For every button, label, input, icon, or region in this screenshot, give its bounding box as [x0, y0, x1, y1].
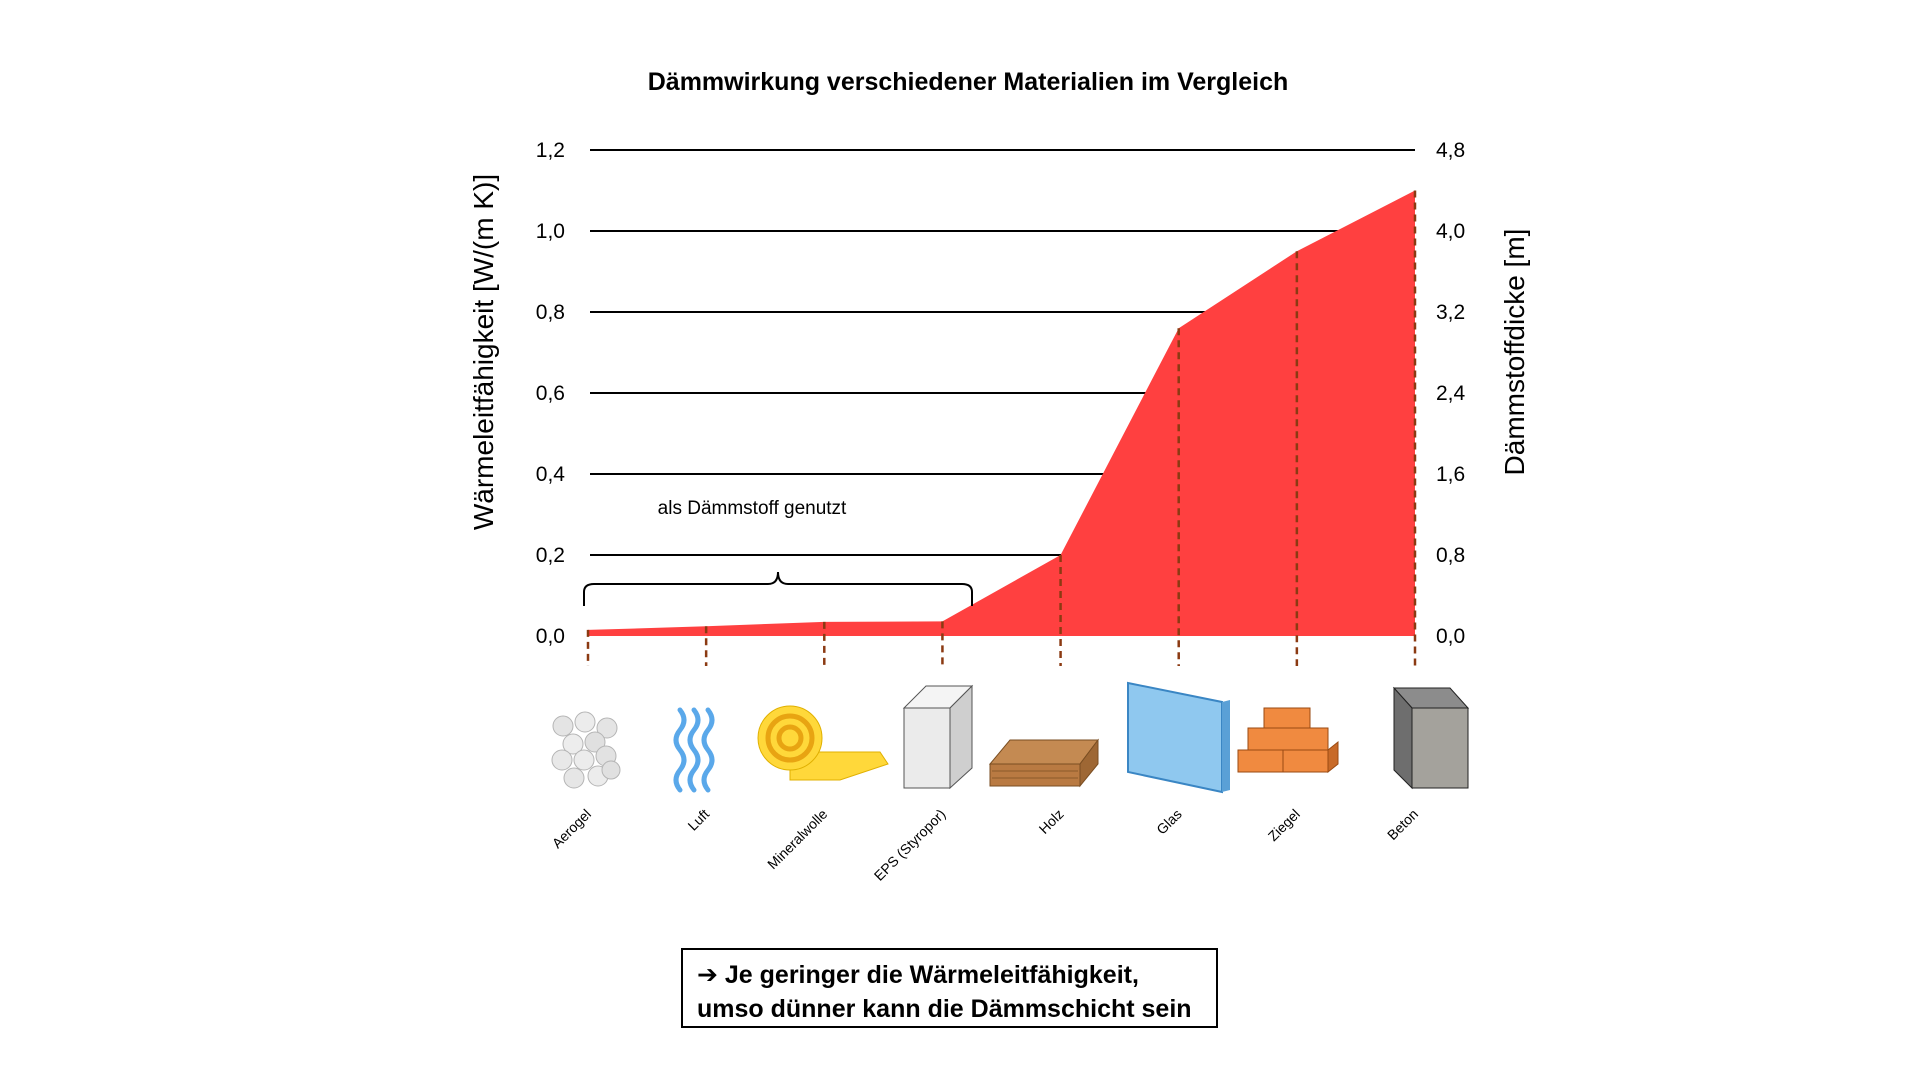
air-waves-icon	[676, 710, 712, 790]
y-tick-label-left: 0,2	[536, 544, 565, 567]
y-tick-label-left: 0,4	[536, 463, 566, 486]
glass-pane-icon	[1128, 683, 1230, 792]
y-tick-label-left: 1,2	[536, 139, 565, 162]
conclusion-line-2: umso dünner kann die Dämmschicht sein	[697, 992, 1202, 1026]
y-tick-label-right: 3,2	[1436, 301, 1465, 324]
y-axis-label-left: Wärmeleitfähigkeit [W/(m K)]	[468, 174, 499, 530]
y-tick-label-right: 2,4	[1436, 382, 1466, 405]
concrete-block-icon	[1394, 688, 1468, 788]
category-label: Beton	[1384, 806, 1421, 843]
mineral-wool-roll-icon	[758, 706, 888, 780]
category-label: EPS (Styropor)	[871, 806, 949, 884]
brick-stack-icon	[1238, 708, 1338, 772]
conclusion-line-1: ➔ Je geringer die Wärmeleitfähigkeit,	[697, 958, 1202, 992]
y-tick-label-left: 0,6	[536, 382, 565, 405]
y-tick-label-right: 0,0	[1436, 625, 1465, 648]
annotation-brace: als Dämmstoff genutzt	[584, 498, 972, 606]
y-tick-label-right: 4,8	[1436, 139, 1465, 162]
y-axis-label-right: Dämmstoffdicke [m]	[1499, 229, 1530, 476]
category-label: Mineralwolle	[764, 806, 830, 872]
category-label: Aerogel	[549, 806, 594, 851]
y-tick-label-right: 1,6	[1436, 463, 1465, 486]
category-label: Ziegel	[1265, 806, 1303, 844]
annotation-label: als Dämmstoff genutzt	[658, 498, 847, 519]
category-labels: Aerogel Luft Mineralwolle EPS (Styropor) Hol…	[549, 806, 1421, 884]
aerogel-icon	[552, 712, 620, 788]
y-tick-label-left: 0,0	[536, 625, 565, 648]
wood-board-icon	[990, 740, 1098, 786]
y-tick-label-left: 0,8	[536, 301, 565, 324]
y-tick-label-left: 1,0	[536, 220, 565, 243]
conclusion-note: ➔ Je geringer die Wärmeleitfähigkeit, um…	[681, 948, 1218, 1028]
y-tick-label-right: 0,8	[1436, 544, 1465, 567]
category-label: Glas	[1153, 806, 1185, 838]
category-label: Luft	[684, 806, 712, 834]
category-label: Holz	[1036, 806, 1067, 837]
chart-title: Dämmwirkung verschiedener Materialien im…	[648, 68, 1289, 96]
data-area	[588, 191, 1415, 637]
eps-block-icon	[904, 686, 972, 788]
y-tick-label-right: 4,0	[1436, 220, 1465, 243]
data-area-layer	[588, 190, 1415, 636]
